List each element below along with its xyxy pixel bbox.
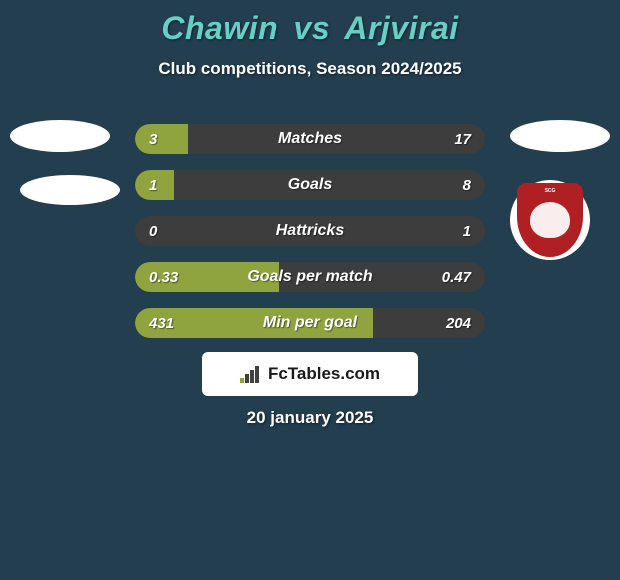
stat-label: Min per goal (135, 308, 485, 338)
fctables-logo: FcTables.com (240, 364, 380, 384)
bar-chart-icon (240, 365, 262, 383)
stat-value-right: 1 (463, 216, 471, 246)
stat-label: Hattricks (135, 216, 485, 246)
stat-value-left: 0 (149, 216, 157, 246)
player2-badge-1 (510, 120, 610, 152)
stat-value-right: 8 (463, 170, 471, 200)
stat-value-right: 204 (446, 308, 471, 338)
comparison-card: Chawin vs Arjvirai Club competitions, Se… (0, 0, 620, 580)
date-text: 20 january 2025 (0, 408, 620, 428)
crest-emblem-icon (530, 202, 570, 238)
stat-row: Hattricks0 1 (135, 216, 485, 246)
title: Chawin vs Arjvirai (0, 0, 620, 47)
stat-row: Goals per match0.33 0.47 (135, 262, 485, 292)
player1-name: Chawin (161, 10, 278, 46)
stat-bars: Matches317Goals18Hattricks01Goals per ma… (135, 124, 485, 354)
stat-value-left: 3 (149, 124, 157, 154)
player2-name: Arjvirai (344, 10, 458, 46)
stat-row: Goals1 8 (135, 170, 485, 200)
stat-label: Goals per match (135, 262, 485, 292)
crest-text-top: SCG (545, 189, 556, 194)
vs-text: vs (294, 10, 331, 46)
logo-bar-icon (255, 366, 259, 383)
stat-value-right: 17 (454, 124, 471, 154)
stat-row: Min per goal431 204 (135, 308, 485, 338)
stat-value-left: 431 (149, 308, 174, 338)
logo-bar-icon (250, 370, 254, 383)
stat-label: Matches (135, 124, 485, 154)
player1-badge-2 (20, 175, 120, 205)
player2-club-crest: SCG (510, 180, 590, 260)
stat-value-left: 0.33 (149, 262, 178, 292)
stat-value-right: 0.47 (442, 262, 471, 292)
stat-row: Matches3 17 (135, 124, 485, 154)
fctables-logo-text: FcTables.com (268, 364, 380, 384)
fctables-logo-box: FcTables.com (202, 352, 418, 396)
crest-shield: SCG (517, 183, 583, 257)
logo-bar-icon (240, 378, 244, 383)
subtitle: Club competitions, Season 2024/2025 (0, 59, 620, 79)
stat-label: Goals (135, 170, 485, 200)
logo-bar-icon (245, 374, 249, 383)
player1-badge-1 (10, 120, 110, 152)
stat-value-left: 1 (149, 170, 157, 200)
